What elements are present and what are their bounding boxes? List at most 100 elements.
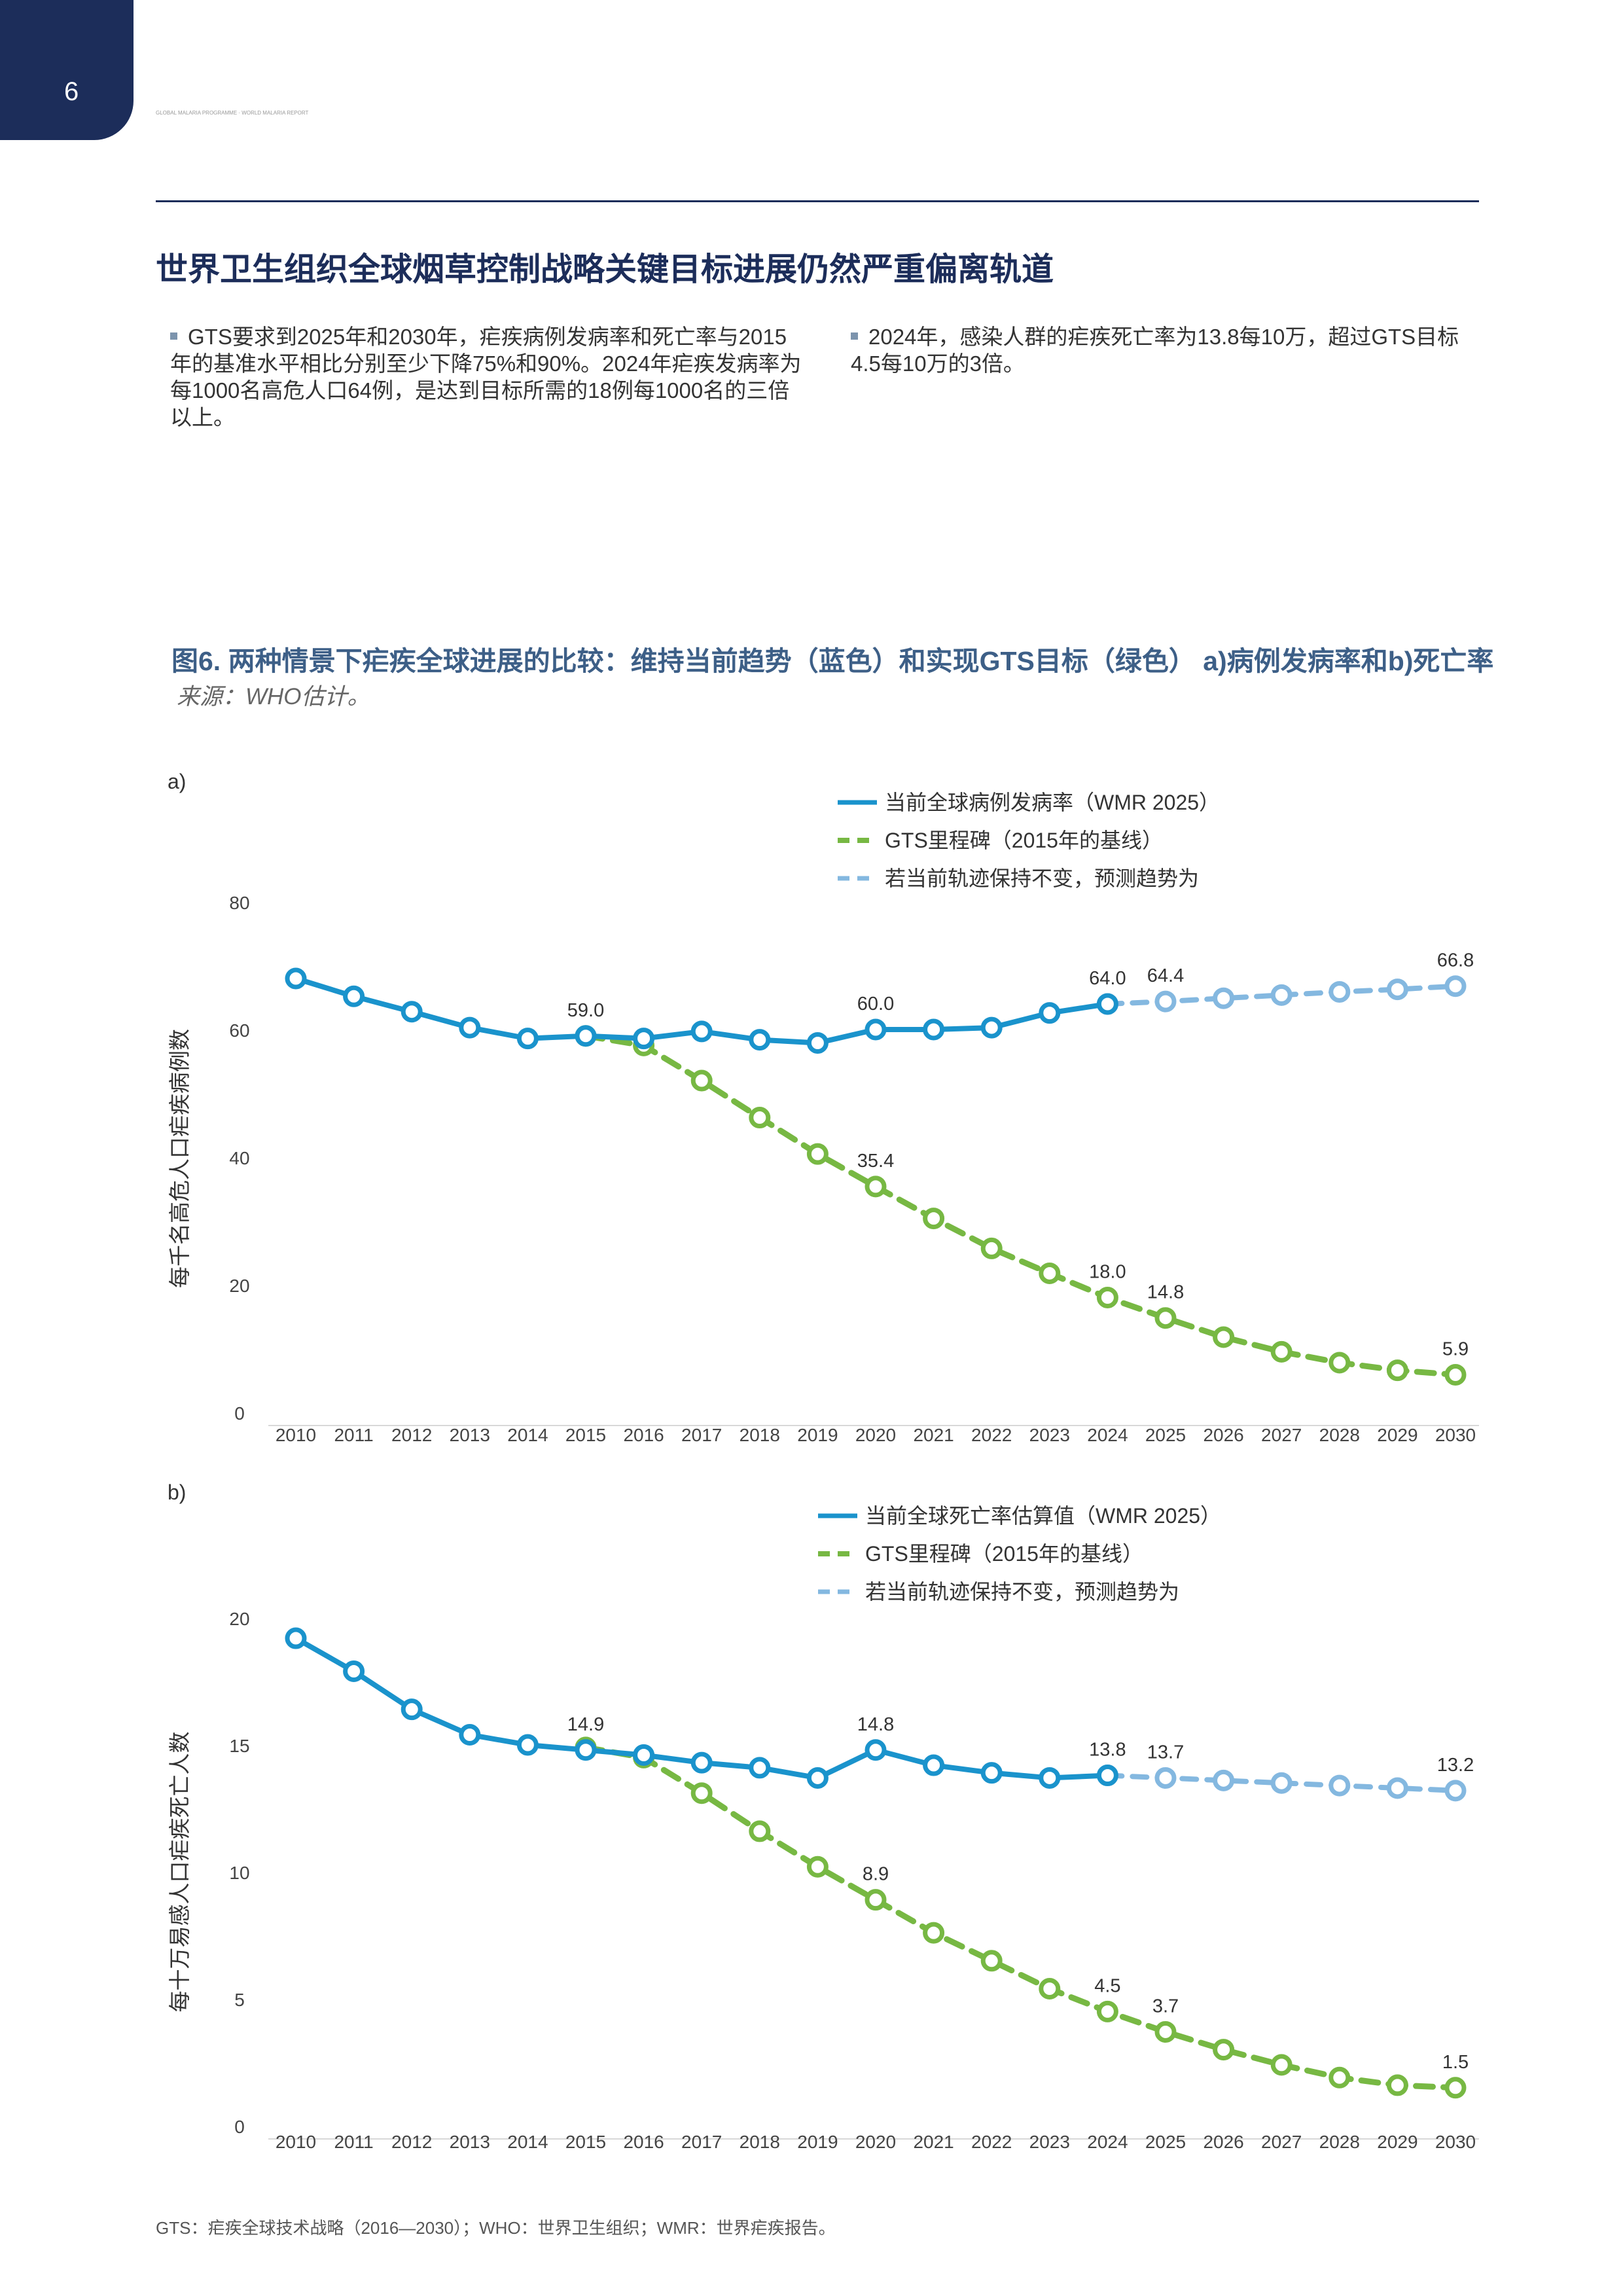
y-tick-label: 80 — [229, 893, 249, 913]
data-point-current — [690, 1751, 713, 1774]
panel-label-b: b) — [168, 1480, 187, 1504]
data-point-gts — [1096, 2000, 1118, 2022]
data-point-current — [865, 1018, 887, 1041]
bullet-item-1: GTS要求到2025年和2030年，疟疾病例发病率和死亡率与2015年的基准水平… — [170, 323, 805, 431]
x-tick-label: 2028 — [1319, 2132, 1360, 2152]
y-tick-label: 5 — [234, 1990, 245, 2010]
x-tick-label: 2017 — [681, 2132, 722, 2152]
data-point-current — [633, 1028, 655, 1050]
data-point-current — [1096, 1765, 1118, 1787]
x-tick-label: 2024 — [1087, 2132, 1128, 2152]
x-tick-label: 2025 — [1145, 2132, 1186, 2152]
data-point-gts — [1213, 2039, 1235, 2061]
data-point-projection — [1270, 1772, 1293, 1794]
data-point-current — [633, 1744, 655, 1767]
data-label-gts: 3.7 — [1152, 1996, 1179, 2017]
data-point-current — [459, 1016, 481, 1039]
legend-label-projection: 若当前轨迹保持不变，预测趋势为 — [865, 1580, 1179, 1604]
y-tick-label: 15 — [229, 1736, 249, 1756]
data-point-gts — [865, 1889, 887, 1911]
x-tick-label: 2028 — [1319, 1425, 1360, 1445]
data-point-gts — [806, 1856, 829, 1878]
y-tick-label: 40 — [229, 1148, 249, 1168]
x-tick-label: 2015 — [565, 2132, 606, 2152]
y-tick-label: 20 — [229, 1609, 249, 1629]
legend-label-current: 当前全球死亡率估算值（WMR 2025） — [865, 1504, 1221, 1528]
data-point-current — [575, 1025, 597, 1047]
data-point-gts — [1270, 1340, 1293, 1363]
running-header: GLOBAL MALARIA PROGRAMME · WORLD MALARIA… — [156, 110, 309, 116]
data-point-current — [980, 1762, 1003, 1784]
x-tick-label: 2020 — [855, 2132, 896, 2152]
data-point-projection — [1329, 1774, 1351, 1797]
bullet-item-2: 2024年，感染人群的疟疾死亡率为13.8每10万，超过GTS目标4.5每10万… — [851, 323, 1479, 377]
data-point-gts — [1329, 1352, 1351, 1374]
x-tick-label: 2014 — [507, 1425, 548, 1445]
data-label-current: 13.8 — [1089, 1740, 1126, 1761]
data-point-current — [749, 1757, 771, 1779]
data-label-projection: 13.7 — [1147, 1742, 1184, 1763]
y-tick-label: 60 — [229, 1020, 249, 1041]
legend-label-current: 当前全球病例发病率（WMR 2025） — [885, 791, 1220, 814]
x-tick-label: 2027 — [1261, 2132, 1302, 2152]
x-tick-label: 2030 — [1435, 2132, 1476, 2152]
data-label-current: 60.0 — [857, 994, 894, 1014]
y-tick-label: 0 — [234, 1403, 245, 1424]
data-point-current — [401, 1001, 423, 1023]
x-tick-label: 2017 — [681, 1425, 722, 1445]
x-tick-label: 2016 — [623, 2132, 664, 2152]
data-label-projection: 66.8 — [1437, 950, 1474, 971]
data-label-projection: 64.4 — [1147, 965, 1184, 986]
x-tick-label: 2019 — [797, 2132, 838, 2152]
y-tick-label: 0 — [234, 2117, 245, 2137]
x-tick-label: 2022 — [971, 2132, 1012, 2152]
data-point-gts — [1154, 2020, 1177, 2043]
data-point-current — [865, 1739, 887, 1761]
data-point-current — [1039, 1002, 1061, 1024]
bullet-marker — [170, 332, 177, 340]
data-label-current: 59.0 — [567, 1000, 604, 1021]
data-label-gts: 1.5 — [1442, 2052, 1469, 2073]
x-tick-label: 2019 — [797, 1425, 838, 1445]
data-point-gts — [1386, 1359, 1408, 1382]
data-point-projection — [1386, 1777, 1408, 1799]
data-point-gts — [749, 1820, 771, 1842]
data-label-current: 14.9 — [567, 1714, 604, 1735]
x-tick-label: 2013 — [450, 2132, 490, 2152]
page-number: 6 — [64, 77, 79, 106]
footnote: GTS：疟疾全球技术战略（2016—2030）；WHO：世界卫生组织；WMR：世… — [156, 2218, 836, 2238]
x-tick-label: 2030 — [1435, 1425, 1476, 1445]
data-point-gts — [923, 1922, 945, 1944]
x-tick-label: 2011 — [334, 2132, 373, 2152]
data-point-current — [459, 1723, 481, 1746]
y-tick-label: 20 — [229, 1276, 249, 1296]
data-point-current — [285, 1627, 307, 1649]
data-label-current: 64.0 — [1089, 968, 1126, 989]
data-label-gts: 35.4 — [857, 1151, 894, 1172]
data-point-projection — [1444, 1780, 1467, 1802]
data-label-gts: 4.5 — [1094, 1975, 1120, 1996]
data-label-gts: 8.9 — [863, 1864, 889, 1885]
data-point-projection — [1386, 978, 1408, 1001]
data-point-gts — [1039, 1262, 1061, 1284]
data-point-current — [806, 1767, 829, 1789]
bullet-marker — [851, 332, 858, 340]
data-point-current — [285, 967, 307, 990]
x-tick-label: 2029 — [1377, 1425, 1418, 1445]
data-point-current — [923, 1018, 945, 1041]
data-point-current — [343, 985, 365, 1007]
data-point-gts — [1444, 1363, 1467, 1386]
data-label-gts: 14.8 — [1147, 1282, 1184, 1303]
chart-b-mortality: 0 5 10 15 20 2010 2011 2012 2013 2014 2015 2016 2017… — [168, 1504, 1479, 2152]
data-point-current — [516, 1734, 539, 1756]
x-tick-label: 2026 — [1203, 2132, 1243, 2152]
data-point-current — [516, 1028, 539, 1050]
data-point-gts — [690, 1069, 713, 1092]
x-tick-label: 2016 — [623, 1425, 664, 1445]
data-label-projection: 13.2 — [1437, 1755, 1474, 1776]
data-point-current — [980, 1016, 1003, 1039]
data-point-current — [401, 1698, 423, 1721]
page-number-tab: 6 — [0, 0, 134, 140]
x-tick-label: 2018 — [740, 1425, 780, 1445]
data-point-current — [749, 1029, 771, 1051]
